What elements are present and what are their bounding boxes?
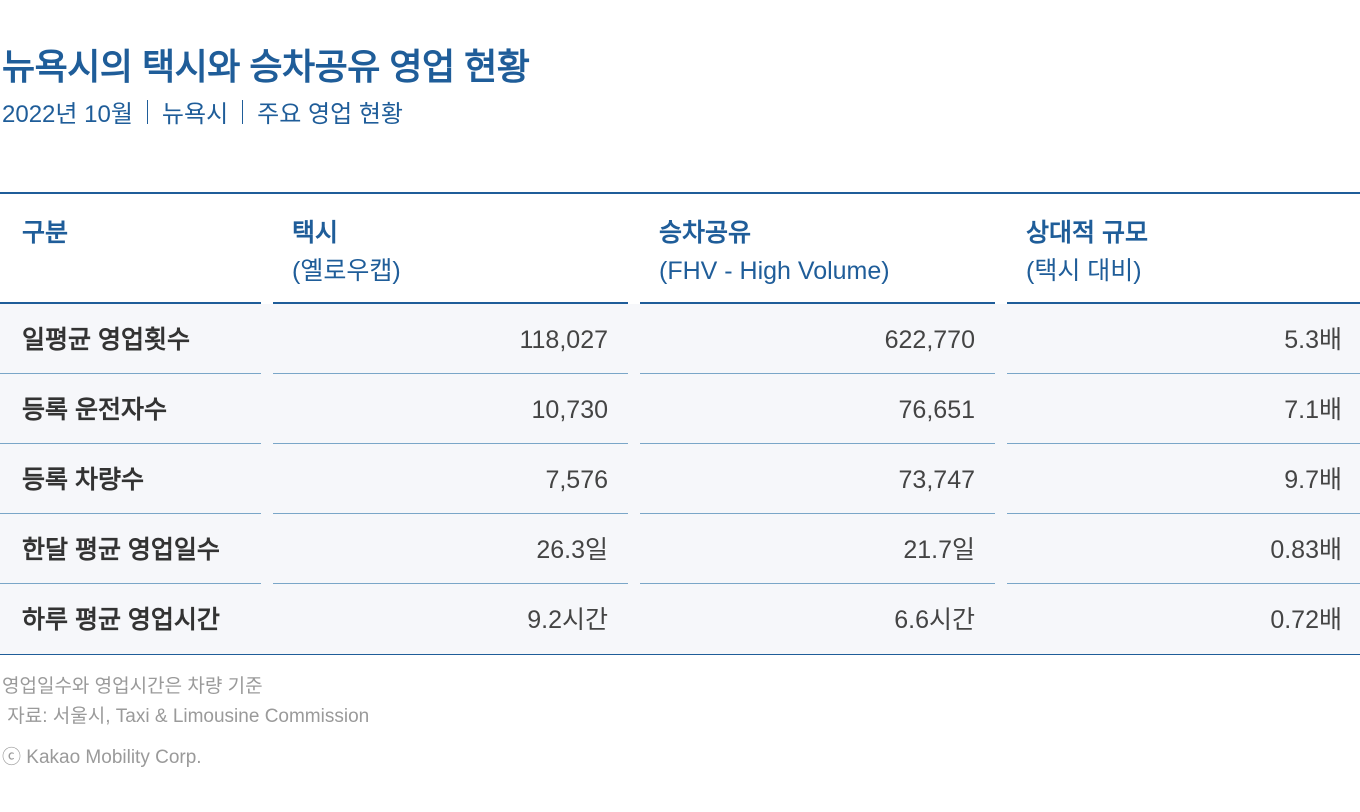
cell-rideshare: 6.6시간	[894, 606, 975, 634]
header-category-label: 구분	[22, 219, 69, 247]
row-divider	[640, 513, 995, 514]
row-label: 등록 운전자수	[22, 396, 167, 424]
cell-rideshare: 21.7일	[903, 536, 975, 564]
row-divider	[273, 443, 628, 444]
subtitle: 2022년 10월 뉴욕시 주요 영업 현황	[2, 94, 403, 129]
cell-taxi: 26.3일	[536, 536, 608, 564]
subtitle-separator	[242, 99, 244, 124]
copyright-notice: ⓒ Kakao Mobility Corp.	[2, 747, 202, 768]
header-taxi-label: 택시	[292, 219, 339, 247]
cell-ratio: 7.1배	[1284, 396, 1342, 424]
table-row: 하루 평균 영업시간 9.2시간 6.6시간 0.72배	[0, 584, 1360, 654]
table-row: 등록 운전자수 10,730 76,651 7.1배	[0, 374, 1360, 444]
row-label: 등록 차량수	[22, 466, 144, 494]
table-row: 등록 차량수 7,576 73,747 9.7배	[0, 444, 1360, 514]
header-rideshare-sublabel: (FHV - High Volume)	[659, 257, 890, 285]
comparison-table: 구분 택시 (옐로우캡) 승차공유 (FHV - High Volume) 상대…	[0, 192, 1360, 655]
cell-ratio: 5.3배	[1284, 326, 1342, 354]
header-divider	[273, 302, 628, 304]
cell-ratio: 0.72배	[1270, 606, 1342, 634]
subtitle-city: 뉴욕시	[161, 101, 229, 128]
footnote-source: 자료: 서울시, Taxi & Limousine Commission	[2, 706, 370, 727]
row-divider	[273, 373, 628, 374]
row-divider	[0, 583, 261, 584]
row-divider	[1007, 443, 1360, 444]
header-divider	[640, 302, 995, 304]
header-ratio-label: 상대적 규모	[1026, 219, 1148, 247]
header-rideshare: 승차공유 (FHV - High Volume)	[659, 214, 890, 290]
row-label: 한달 평균 영업일수	[22, 536, 220, 564]
row-divider	[0, 373, 261, 374]
header-divider	[0, 302, 261, 304]
table-bottom-border	[0, 654, 1360, 655]
cell-taxi: 7,576	[545, 466, 608, 494]
header-rideshare-label: 승차공유	[659, 219, 752, 247]
footnote-basis: 영업일수와 영업시간은 차량 기준	[2, 676, 263, 697]
header-taxi: 택시 (옐로우캡)	[292, 214, 401, 290]
cell-rideshare: 73,747	[898, 466, 975, 494]
table-header-row: 구분 택시 (옐로우캡) 승차공유 (FHV - High Volume) 상대…	[0, 194, 1360, 304]
cell-ratio: 9.7배	[1284, 466, 1342, 494]
row-divider	[1007, 583, 1360, 584]
header-ratio: 상대적 규모 (택시 대비)	[1026, 214, 1148, 290]
subtitle-topic: 주요 영업 현황	[257, 101, 403, 128]
row-divider	[0, 443, 261, 444]
cell-taxi: 118,027	[519, 326, 608, 354]
table-row: 일평균 영업횟수 118,027 622,770 5.3배	[0, 304, 1360, 374]
row-divider	[0, 513, 261, 514]
subtitle-separator	[146, 99, 148, 124]
header-divider	[1007, 302, 1360, 304]
row-divider	[640, 443, 995, 444]
cell-taxi: 9.2시간	[527, 606, 608, 634]
row-divider	[273, 583, 628, 584]
row-divider	[1007, 373, 1360, 374]
table-row: 한달 평균 영업일수 26.3일 21.7일 0.83배	[0, 514, 1360, 584]
row-label: 일평균 영업횟수	[22, 326, 190, 354]
row-label: 하루 평균 영업시간	[22, 606, 220, 634]
cell-ratio: 0.83배	[1270, 536, 1342, 564]
subtitle-date: 2022년 10월	[2, 101, 133, 128]
header-taxi-sublabel: (옐로우캡)	[292, 257, 401, 285]
row-divider	[1007, 513, 1360, 514]
cell-taxi: 10,730	[531, 396, 608, 424]
row-divider	[640, 583, 995, 584]
row-divider	[640, 373, 995, 374]
header-ratio-sublabel: (택시 대비)	[1026, 257, 1142, 285]
page-title: 뉴욕시의 택시와 승차공유 영업 현황	[2, 46, 530, 87]
row-divider	[273, 513, 628, 514]
header-category: 구분	[22, 214, 68, 252]
cell-rideshare: 622,770	[884, 326, 975, 354]
cell-rideshare: 76,651	[898, 396, 975, 424]
